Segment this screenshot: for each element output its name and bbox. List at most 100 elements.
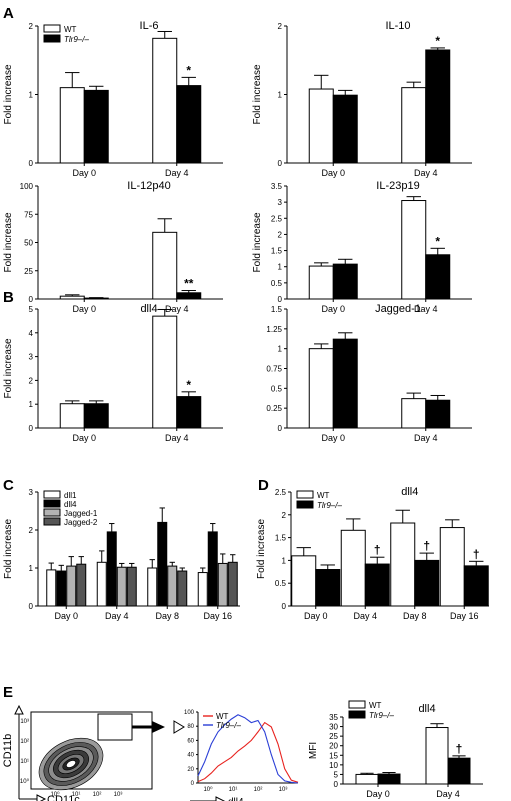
x-tick-label: 10² <box>254 787 263 793</box>
x-tick-label: Day 8 <box>403 611 427 621</box>
open-arrow <box>173 720 185 734</box>
bar <box>177 570 188 607</box>
x-tick-label: Day 4 <box>165 168 189 178</box>
y-tick-label: 1.25 <box>266 325 282 334</box>
chart-title: dll4 <box>401 486 418 498</box>
bar <box>401 398 427 429</box>
y-tick-label: 0.5 <box>275 579 287 588</box>
x-tick-label: Day 4 <box>414 168 438 178</box>
y-tick-label: 4 <box>29 329 34 338</box>
x-tick-label: Day 4 <box>165 433 189 443</box>
y-tick-label: 100 <box>20 182 34 191</box>
legend-swatch <box>43 490 61 499</box>
bar <box>425 49 451 164</box>
x-tick-label: Day 4 <box>165 304 189 314</box>
y-tick-label: 1 <box>29 564 34 573</box>
x-tick-label: Day 8 <box>155 611 179 621</box>
chart-il12: 0 25 50 75 100 IL-12p40 Fold increase Day 0 Day … <box>3 180 223 314</box>
y-tick-label: 0.5 <box>271 384 283 393</box>
y-tick-label: 0 <box>278 424 283 433</box>
significance-mark: † <box>456 742 463 756</box>
x-tick-label: Day 0 <box>366 789 390 799</box>
y-tick-label: 3 <box>29 488 34 497</box>
bar <box>315 569 341 607</box>
legend-label: Tlr9–/– <box>216 721 241 730</box>
y-arrow-head <box>14 704 24 715</box>
y-tick-label: 1 <box>278 91 283 100</box>
y-tick-label: 5 <box>29 305 34 314</box>
y-tick-label: 3 <box>29 353 34 362</box>
legend-swatch <box>348 700 366 709</box>
y-axis-label: Fold increase <box>252 64 263 124</box>
significance-mark: * <box>435 34 440 48</box>
y-tick-label: 0 <box>278 159 283 168</box>
y-tick-label: 1 <box>29 400 34 409</box>
y-tick-label: 1 <box>278 345 283 354</box>
chart-title: IL-6 <box>140 20 159 32</box>
legend-label: Jagged-2 <box>64 518 98 527</box>
y-axis-label: Fold increase <box>252 212 263 272</box>
x-tick-label: 10¹ <box>229 787 238 793</box>
y-tick-label: 0.75 <box>266 365 282 374</box>
legend-label: WT <box>64 25 77 34</box>
bar <box>390 522 416 607</box>
bar <box>207 531 218 607</box>
bar <box>401 87 427 164</box>
x-tick-label: Day 4 <box>414 304 438 314</box>
bar <box>167 565 178 607</box>
y-tick-label: 2 <box>29 376 34 385</box>
y-tick-label: 20 <box>187 767 194 773</box>
y-tick-label: 3.5 <box>271 182 283 191</box>
y-tick-label: 15 <box>329 751 338 760</box>
bar <box>463 565 489 607</box>
y-tick-label: 0 <box>29 295 34 304</box>
legend-label: Jagged-1 <box>64 509 98 518</box>
x-tick-label: 10² <box>93 792 102 798</box>
panel-label-C: C <box>3 477 14 494</box>
bar <box>291 555 317 607</box>
x-tick-label: 10⁰ <box>50 791 60 798</box>
x-tick-label: Day 0 <box>321 433 345 443</box>
bar <box>152 231 178 300</box>
x-tick-label: Day 0 <box>321 168 345 178</box>
x-tick-label: Day 0 <box>72 304 96 314</box>
x-tick-label: Day 0 <box>72 433 96 443</box>
significance-mark: * <box>186 378 191 392</box>
y-tick-label: 0 <box>282 602 287 611</box>
y-tick-label: 0 <box>29 159 34 168</box>
y-tick-label: 2 <box>29 526 34 535</box>
bar <box>332 338 358 429</box>
bar <box>152 37 178 164</box>
bar <box>217 562 228 607</box>
y-tick-label: 0 <box>191 781 195 787</box>
y-tick-label: 0 <box>334 780 339 789</box>
bar <box>66 565 77 607</box>
bar <box>308 348 334 429</box>
chart-il23: 0 0.5 1 1.5 2 2.5 3 3.5 IL-23p19 Fold increase Day… <box>252 180 472 314</box>
legend-label: dll4 <box>64 500 77 509</box>
x-tick-label: Day 0 <box>54 611 78 621</box>
y-tick-label: 20 <box>329 742 338 751</box>
histogram-line-wt <box>197 721 299 783</box>
y-tick-label: 80 <box>187 724 194 730</box>
y-tick-label: 1 <box>29 91 34 100</box>
y-tick-label: 0 <box>278 295 283 304</box>
contour-ring <box>66 760 76 768</box>
bar <box>56 570 67 607</box>
bar <box>176 85 202 164</box>
chart-title: IL-12p40 <box>127 180 170 192</box>
bar <box>59 295 85 300</box>
significance-mark: † <box>423 539 430 553</box>
chart-title: dll4 <box>140 303 157 315</box>
bar <box>447 757 471 785</box>
panel-label-B: B <box>3 289 14 306</box>
y-tick-label: 50 <box>24 239 33 248</box>
significance-mark: * <box>435 234 440 248</box>
y-tick-label: 2 <box>278 22 283 31</box>
y-axis-label: Fold increase <box>3 338 14 398</box>
panel-label-E: E <box>3 684 13 701</box>
legend-swatch <box>43 34 61 43</box>
x-axis-label: CD11c <box>47 794 80 801</box>
x-tick-label: Day 0 <box>304 611 328 621</box>
